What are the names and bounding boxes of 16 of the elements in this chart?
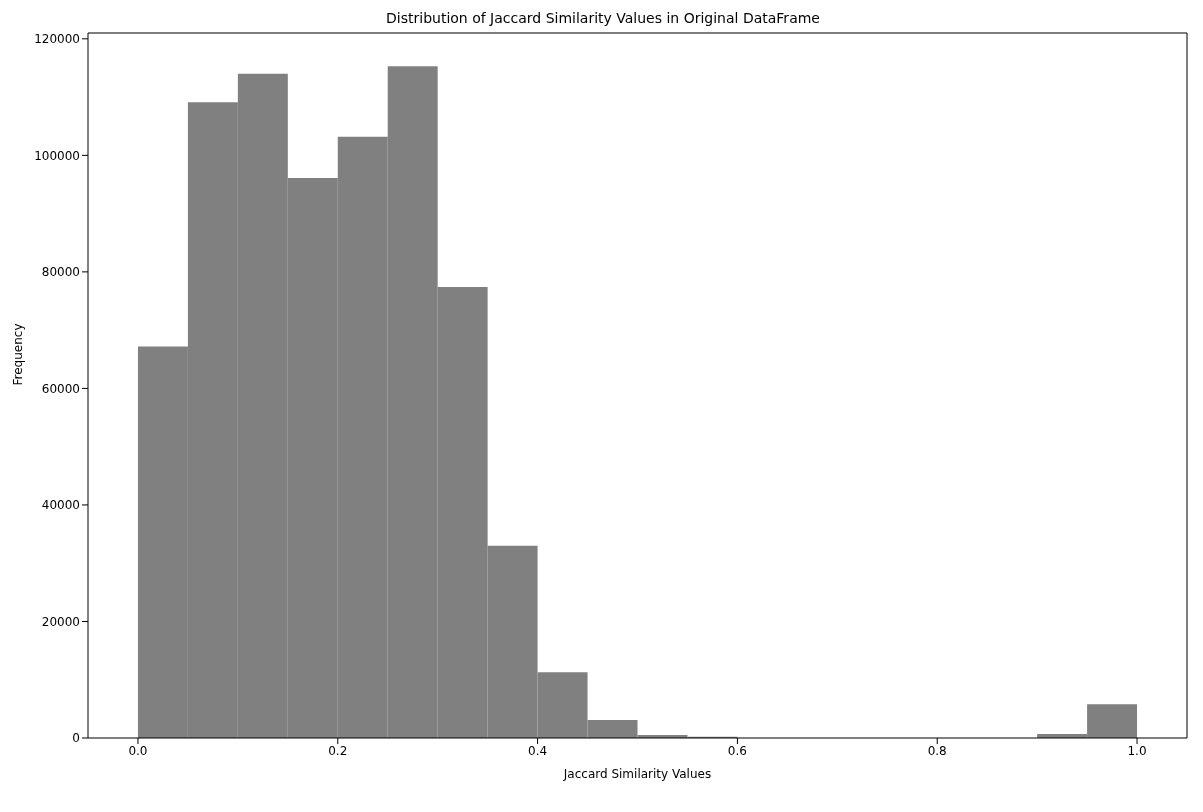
y-tick-label: 40000 bbox=[41, 498, 80, 513]
y-axis-title: Frequency bbox=[11, 323, 26, 386]
y-tick-label: 20000 bbox=[41, 614, 80, 629]
y-tick-label: 60000 bbox=[41, 381, 80, 396]
y-tick-label: 100000 bbox=[34, 148, 80, 163]
x-tick-label: 0.6 bbox=[727, 743, 747, 758]
x-tick-label: 0.0 bbox=[128, 743, 148, 758]
chart-title: Distribution of Jaccard Similarity Values in Original DataFrame bbox=[385, 9, 821, 28]
y-tick-label: 120000 bbox=[34, 32, 80, 47]
x-tick-label: 0.4 bbox=[528, 743, 548, 758]
x-tick-label: 0.8 bbox=[927, 743, 947, 758]
y-tick-label: 0 bbox=[72, 731, 80, 746]
x-tick-label: 1.0 bbox=[1127, 743, 1147, 758]
x-tick-label: 0.2 bbox=[328, 743, 348, 758]
y-tick-label: 80000 bbox=[41, 265, 80, 280]
x-axis-title: Jaccard Similarity Values bbox=[562, 767, 712, 781]
